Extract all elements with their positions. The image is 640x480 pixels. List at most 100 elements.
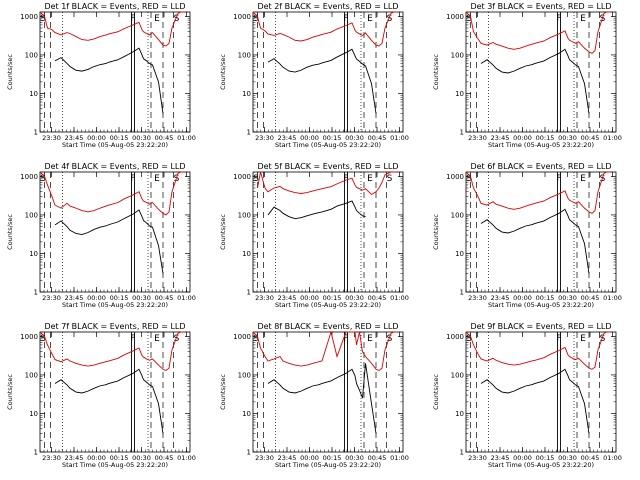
y-tick-label: 1	[247, 289, 251, 297]
marker-label: S	[40, 14, 46, 24]
series-line-events	[54, 47, 164, 114]
marker-label: E	[367, 334, 373, 344]
x-tick-label: 00:00	[300, 294, 319, 302]
x-tick-label: 00:15	[536, 134, 555, 142]
y-tick-label: 1000	[233, 173, 251, 181]
series-line-events	[54, 209, 164, 274]
x-tick-label: 00:15	[536, 454, 555, 462]
y-tick-label: 10	[29, 90, 38, 98]
chart-title: Det 7f BLACK = Events, RED = LLD	[44, 322, 185, 331]
series-line-lld	[465, 171, 610, 214]
x-tick-label: 00:00	[513, 454, 532, 462]
y-tick-label: 100	[25, 371, 38, 379]
x-tick-label: 23:30	[255, 134, 274, 142]
y-tick-label: 1000	[233, 333, 251, 341]
y-tick-label: 10	[242, 250, 251, 258]
y-axis-label: Counts/sec	[219, 374, 227, 410]
chart-panel-6: Det 6f BLACK = Events, RED = LLD Counts/s…	[432, 162, 622, 309]
x-tick-label: 00:15	[110, 294, 129, 302]
x-tick-label: 23:30	[468, 294, 487, 302]
x-tick-label: 23:30	[42, 454, 61, 462]
y-axis-label: Counts/sec	[6, 214, 14, 250]
plot-frame	[465, 11, 617, 133]
x-tick-label: 00:15	[110, 454, 129, 462]
x-axis-label: Start Time (05-Aug-05 23:22:20)	[488, 301, 594, 309]
series-line-lld	[465, 331, 610, 370]
plot-frame	[465, 331, 617, 453]
plot-frame	[39, 11, 191, 133]
series-line-events	[480, 368, 590, 434]
y-tick-label: 1	[34, 449, 38, 457]
x-tick-label: 23:45	[278, 454, 297, 462]
marker-label: E	[367, 174, 373, 184]
marker-label: S	[174, 14, 180, 24]
series-line-lld	[252, 330, 397, 372]
y-tick-label: 1000	[20, 13, 38, 21]
series-line-events	[267, 48, 377, 114]
marker-label: S	[600, 174, 606, 184]
x-tick-label: 00:45	[368, 134, 387, 142]
plot-frame	[39, 331, 191, 453]
chart-panel-5: Det 5f BLACK = Events, RED = LLD Counts/s…	[219, 162, 409, 309]
x-tick-label: 01:00	[177, 454, 196, 462]
marker-label: F	[343, 174, 348, 184]
y-axis-label: Counts/sec	[6, 374, 14, 410]
x-tick-label: 01:00	[177, 294, 196, 302]
plot-frame	[39, 171, 191, 293]
marker-label: S	[466, 174, 472, 184]
x-tick-label: 23:30	[255, 294, 274, 302]
x-tick-label: 00:00	[300, 134, 319, 142]
x-tick-label: 01:00	[390, 454, 409, 462]
series-line-lld	[39, 331, 184, 372]
chart-panel-4: Det 4f BLACK = Events, RED = LLD Counts/s…	[6, 162, 196, 309]
y-tick-label: 100	[451, 211, 464, 219]
x-tick-label: 01:00	[390, 134, 409, 142]
y-tick-label: 1000	[20, 173, 38, 181]
x-tick-label: 00:45	[155, 134, 174, 142]
marker-label: F	[556, 334, 561, 344]
x-tick-label: 00:30	[345, 454, 364, 462]
chart-title: Det 6f BLACK = Events, RED = LLD	[470, 162, 611, 171]
x-tick-label: 00:15	[323, 294, 342, 302]
marker-label: S	[600, 14, 606, 24]
series-line-events	[267, 200, 366, 220]
series-line-events	[480, 208, 590, 274]
y-tick-label: 1	[247, 129, 251, 137]
series-line-events	[54, 368, 164, 434]
x-tick-label: 01:00	[390, 294, 409, 302]
x-axis-label: Start Time (05-Aug-05 23:22:20)	[62, 141, 168, 149]
plot-frame	[465, 171, 617, 293]
x-tick-label: 01:00	[603, 134, 622, 142]
x-tick-label: 23:45	[491, 294, 510, 302]
x-tick-label: 01:00	[603, 454, 622, 462]
x-tick-label: 23:45	[278, 294, 297, 302]
chart-panel-9: Det 9f BLACK = Events, RED = LLD Counts/s…	[432, 322, 622, 469]
y-tick-label: 100	[238, 211, 251, 219]
x-tick-label: 01:00	[177, 134, 196, 142]
chart-title: Det 2f BLACK = Events, RED = LLD	[257, 2, 398, 11]
x-axis-label: Start Time (05-Aug-05 23:22:20)	[62, 301, 168, 309]
y-tick-label: 1	[34, 289, 38, 297]
x-tick-label: 00:00	[513, 134, 532, 142]
x-tick-label: 00:15	[323, 454, 342, 462]
x-tick-label: 23:30	[42, 294, 61, 302]
marker-label: S	[174, 334, 180, 344]
y-tick-label: 10	[455, 410, 464, 418]
x-tick-label: 00:30	[132, 134, 151, 142]
marker-label: F	[556, 14, 561, 24]
x-axis-label: Start Time (05-Aug-05 23:22:20)	[275, 461, 381, 469]
x-tick-label: 00:30	[132, 454, 151, 462]
chart-panel-2: Det 2f BLACK = Events, RED = LLD Counts/s…	[219, 2, 409, 149]
marker-label: F	[556, 174, 561, 184]
x-tick-label: 00:45	[155, 294, 174, 302]
x-tick-label: 00:45	[368, 294, 387, 302]
x-tick-label: 00:30	[345, 294, 364, 302]
chart-title: Det 8f BLACK = Events, RED = LLD	[257, 322, 398, 331]
y-axis-label: Counts/sec	[432, 374, 440, 410]
y-tick-label: 100	[25, 211, 38, 219]
y-tick-label: 1	[460, 449, 464, 457]
y-tick-label: 1	[34, 129, 38, 137]
x-tick-label: 00:15	[110, 134, 129, 142]
y-tick-label: 10	[242, 410, 251, 418]
